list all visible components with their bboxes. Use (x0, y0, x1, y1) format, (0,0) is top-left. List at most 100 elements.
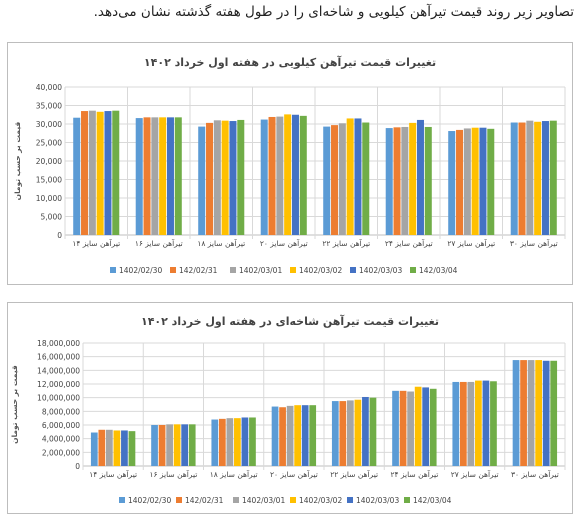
bar (286, 405, 294, 466)
legend-swatch (404, 497, 410, 503)
x-tick-label: تیرآهن سایز ۲۴ (385, 238, 433, 248)
y-tick-label: 40,000 (36, 83, 62, 92)
bar (260, 119, 268, 235)
bar (510, 122, 518, 235)
bar (550, 360, 558, 466)
legend-swatch (119, 497, 125, 503)
bar (299, 115, 307, 235)
bar (237, 119, 245, 235)
bar (331, 401, 339, 466)
bar (399, 390, 407, 466)
bar (459, 381, 467, 466)
bar (181, 424, 189, 466)
legend-label: 1402/03/01 (242, 496, 285, 505)
bar (96, 111, 104, 235)
y-axis-label: قیمت بر حسب تومان (10, 365, 19, 444)
legend-swatch (410, 267, 416, 273)
legend-swatch (230, 267, 236, 273)
bar (271, 406, 279, 466)
x-tick-label: تیرآهن سایز ۱۴ (72, 238, 120, 248)
bar (143, 117, 151, 235)
bar (354, 399, 362, 466)
chart-branch-price: تغییرات قیمت تیرآهن شاخه‌ای در هفته اول … (7, 302, 573, 514)
bar (429, 388, 437, 466)
bar (409, 122, 417, 235)
bar (166, 424, 173, 466)
y-tick-label: 10,000,000 (37, 394, 80, 403)
bar (81, 111, 89, 235)
legend-label: 1402/03/03 (356, 496, 399, 505)
y-tick-label: 8,000,000 (42, 407, 80, 416)
bar (541, 121, 549, 235)
bar (112, 110, 120, 235)
x-tick-label: تیرآهن سایز ۲۷ (447, 238, 495, 248)
bar (218, 418, 226, 466)
bar (362, 396, 369, 466)
chart-kilo-price: تغییرات قیمت تیرآهن کیلویی در هفته اول خ… (7, 42, 573, 285)
bar (362, 122, 370, 235)
legend-swatch (290, 497, 296, 503)
y-tick-label: 35,000 (36, 102, 62, 111)
bar (456, 129, 464, 235)
bar (385, 128, 393, 235)
bar (401, 126, 409, 235)
bar (98, 429, 106, 466)
x-tick-label: تیرآهن سایز ۳۰ (511, 469, 559, 479)
bar (339, 401, 347, 466)
bar (414, 386, 422, 466)
y-tick-label: 5,000 (41, 213, 63, 222)
bar (346, 400, 354, 466)
legend-label: 1402/03/02 (299, 496, 342, 505)
bar (226, 418, 234, 466)
x-tick-label: تیرآهن سایز ۱۶ (135, 238, 183, 248)
bar (309, 405, 317, 466)
bar (229, 121, 237, 235)
bar (294, 405, 302, 466)
legend-swatch (170, 267, 176, 273)
bar (268, 116, 276, 235)
bar (323, 126, 331, 235)
bar (424, 126, 432, 235)
bar (490, 381, 497, 466)
y-tick-label: 15,000 (36, 176, 62, 185)
chart-branch-svg: تغییرات قیمت تیرآهن شاخه‌ای در هفته اول … (10, 314, 566, 505)
x-tick-label: تیرآهن سایز ۱۸ (210, 469, 258, 479)
legend-swatch (350, 267, 356, 273)
x-tick-label: تیرآهن سایز ۲۴ (390, 469, 438, 479)
chart-kilo-svg: تغییرات قیمت تیرآهن کیلویی در هفته اول خ… (13, 55, 566, 275)
y-tick-label: 6,000,000 (42, 421, 80, 430)
bar (535, 360, 543, 466)
bar (174, 117, 182, 235)
bar (392, 390, 399, 466)
bar (291, 114, 299, 235)
bar (527, 360, 535, 466)
bar (284, 114, 292, 235)
bar (151, 117, 159, 235)
bar (88, 110, 96, 235)
legend-swatch (347, 497, 353, 503)
bar (166, 117, 174, 235)
bar (393, 127, 401, 235)
x-tick-label: تیرآهن سایز ۲۲ (322, 238, 370, 248)
intro-text: تصاویر زیر روند قیمت تیرآهن کیلویی و شاخ… (93, 4, 574, 20)
legend-label: 142/03/04 (413, 496, 452, 505)
bar (518, 122, 526, 235)
bar (475, 380, 482, 466)
bar (482, 380, 490, 466)
bar (206, 122, 214, 235)
bar (452, 381, 460, 466)
bar (158, 425, 166, 466)
bar (104, 111, 112, 235)
bar (279, 407, 286, 466)
bar (249, 417, 256, 466)
bar (173, 424, 181, 466)
y-tick-label: 30,000 (36, 120, 62, 129)
bar (448, 131, 456, 235)
bar (422, 387, 430, 466)
bar (331, 125, 339, 235)
bar (542, 360, 550, 466)
bar (369, 397, 377, 466)
legend-label: 142/02/31 (185, 496, 224, 505)
x-tick-label: تیرآهن سایز ۲۰ (270, 469, 318, 479)
y-tick-label: 0 (75, 462, 80, 471)
